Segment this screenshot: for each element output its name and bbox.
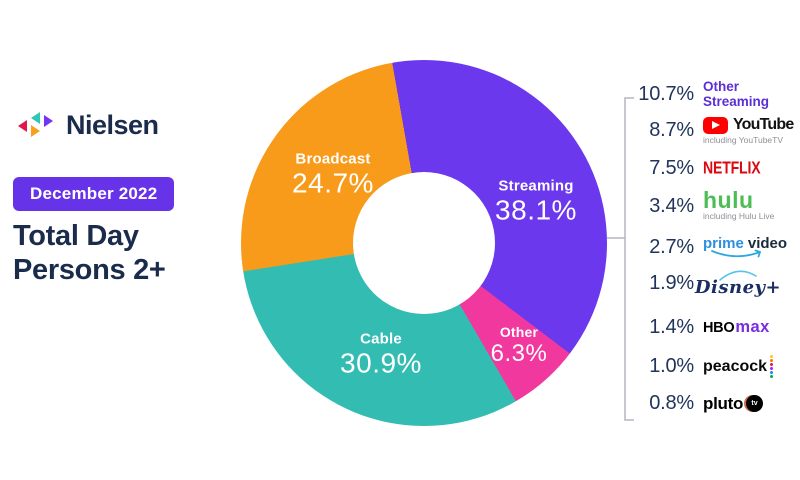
streaming-breakout-list: 10.7% Other Streaming 8.7% YouTube inclu… (636, 0, 800, 480)
disney-arc-icon (719, 270, 757, 281)
disney-wordmark: Disney+ (694, 277, 782, 298)
nielsen-logo-icon (18, 112, 56, 139)
list-item: 10.7% Other Streaming (636, 79, 769, 109)
hulu-wordmark: hulu (703, 187, 754, 213)
list-item: 8.7% YouTube including YouTubeTV (636, 116, 794, 145)
prime-video-logo: prime video (703, 235, 787, 260)
list-item: 7.5% NETFLIX (636, 157, 768, 180)
pluto-wordmark: pluto (703, 393, 744, 413)
nielsen-mark-red-triangle-icon (18, 120, 27, 132)
nielsen-mark-purple-triangle-icon (44, 115, 53, 127)
streaming-bracket (607, 97, 634, 421)
slice-name: Cable (360, 330, 402, 348)
hulu-note: including Hulu Live (703, 211, 775, 221)
list-item: 1.9% Disney+ (636, 269, 781, 298)
list-item: 1.0% peacock (636, 355, 774, 378)
date-badge: December 2022 (13, 177, 175, 211)
list-item: 0.8% pluto tv (636, 392, 764, 415)
youtube-note: including YouTubeTV (703, 135, 784, 145)
slice-value: 24.7% (292, 167, 374, 199)
percent-value: 1.4% (649, 316, 694, 338)
page-title: Total Day Persons 2+ (13, 219, 166, 287)
netflix-logo: NETFLIX (703, 158, 761, 178)
percent-value: 2.7% (649, 236, 694, 258)
percent-value: 0.8% (649, 392, 694, 414)
list-item: 3.4% hulu including Hulu Live (636, 187, 775, 222)
prime-smile-icon (711, 249, 761, 258)
slice-label-broadcast: Broadcast 24.7% (292, 151, 374, 200)
peacock-logo: peacock (703, 355, 774, 378)
youtube-wordmark: YouTube (733, 116, 794, 133)
slice-value: 30.9% (340, 347, 422, 379)
hbo-max-logo: HBO max (703, 318, 770, 337)
list-item: 1.4% HBO max (636, 316, 770, 339)
nielsen-mark-teal-triangle-icon (31, 112, 40, 124)
page-title-line1: Total Day (13, 220, 139, 252)
slice-value: 6.3% (490, 340, 548, 367)
prime-wordmark: prime (703, 235, 744, 252)
percent-value: 8.7% (649, 119, 694, 141)
youtube-play-icon (703, 116, 728, 134)
page-title-line2: Persons 2+ (13, 254, 166, 286)
slice-label-other: Other 6.3% (491, 324, 548, 368)
pluto-tv-logo: pluto tv (703, 393, 764, 414)
slice-name: Streaming (498, 177, 574, 195)
nielsen-mark-orange-triangle-icon (31, 125, 40, 137)
percent-value: 10.7% (638, 82, 694, 105)
youtube-logo: YouTube including YouTubeTV (703, 116, 794, 145)
max-wordmark: max (735, 318, 770, 336)
percent-value: 1.9% (649, 272, 694, 294)
pluto-tv-globe-icon: tv (746, 395, 764, 412)
peacock-wordmark: peacock (703, 357, 768, 375)
slice-label-streaming: Streaming 38.1% (495, 178, 577, 227)
slice-value: 38.1% (495, 194, 577, 226)
nielsen-wordmark: Nielsen (66, 110, 159, 140)
slice-label-cable: Cable 30.9% (340, 331, 422, 380)
percent-value: 7.5% (649, 157, 694, 179)
hbo-wordmark: HBO (703, 320, 735, 336)
percent-value: 1.0% (649, 355, 694, 377)
slice-name: Broadcast (295, 150, 371, 168)
peacock-feather-icon (770, 355, 774, 378)
list-item: 2.7% prime video (636, 235, 787, 260)
donut-hole (353, 172, 495, 314)
other-streaming-label: Other Streaming (703, 79, 770, 109)
nielsen-logo: Nielsen (18, 110, 159, 141)
hulu-logo: hulu including Hulu Live (703, 187, 775, 222)
donut-chart: Streaming 38.1% Other 6.3% Cable 30.9% B… (241, 60, 607, 426)
video-wordmark: video (747, 235, 788, 252)
disney-plus-logo: Disney+ (695, 269, 781, 298)
percent-value: 3.4% (649, 194, 694, 217)
slice-name: Other (499, 324, 539, 340)
